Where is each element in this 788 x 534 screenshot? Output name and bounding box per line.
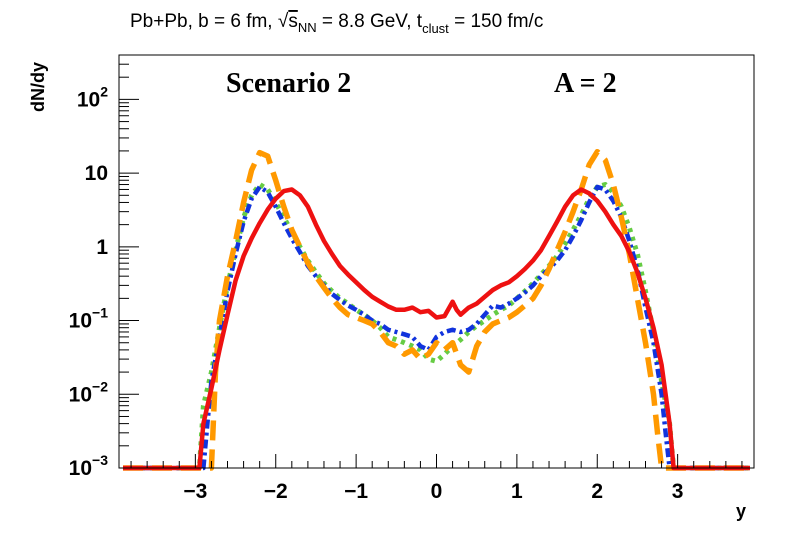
title-suffix: = 150 fm/c — [449, 11, 544, 32]
y-tick-label: 10−2 — [69, 378, 109, 406]
x-tick-label: −2 — [264, 480, 288, 503]
x-tick-label: −3 — [183, 480, 207, 503]
x-tick-label: 2 — [591, 480, 603, 503]
y-tick-label: 10−3 — [69, 452, 109, 480]
y-tick-label: 102 — [77, 83, 108, 111]
y-tick-label: 1 — [96, 236, 108, 259]
mass-number-label: A = 2 — [554, 68, 617, 99]
title-energy: = 8.8 GeV, t — [317, 11, 423, 32]
x-tick-label: 3 — [672, 480, 684, 503]
scenario-label: Scenario 2 — [226, 68, 351, 99]
series-solid-red — [123, 187, 750, 471]
x-axis-title: y — [736, 501, 746, 521]
y-axis: 10−3 10−2 10−1 1 10 102 — [69, 54, 139, 480]
series-dashdot-blue — [123, 184, 750, 471]
series-dotted-green — [123, 182, 750, 471]
title-s: s — [288, 11, 298, 32]
sqrt-symbol: √ — [278, 11, 289, 32]
title-prefix: Pb+Pb, b = 6 fm, — [130, 11, 278, 32]
x-axis: −3 −2 −1 0 1 2 3 — [130, 454, 743, 503]
x-tick-label: 1 — [511, 480, 523, 503]
chart-title: Pb+Pb, b = 6 fm, √sNN = 8.8 GeV, tclust … — [130, 11, 543, 36]
x-tick-label: 0 — [431, 480, 443, 503]
x-tick-label: −1 — [344, 480, 368, 503]
series-layer — [123, 148, 750, 471]
title-t-subscript: clust — [422, 21, 449, 36]
y-tick-label: 10−1 — [69, 305, 109, 333]
y-tick-label: 10 — [85, 162, 108, 185]
y-axis-title: dN/dy — [28, 62, 48, 112]
series-dashed-orange — [123, 148, 750, 471]
title-s-subscript: NN — [298, 20, 317, 35]
